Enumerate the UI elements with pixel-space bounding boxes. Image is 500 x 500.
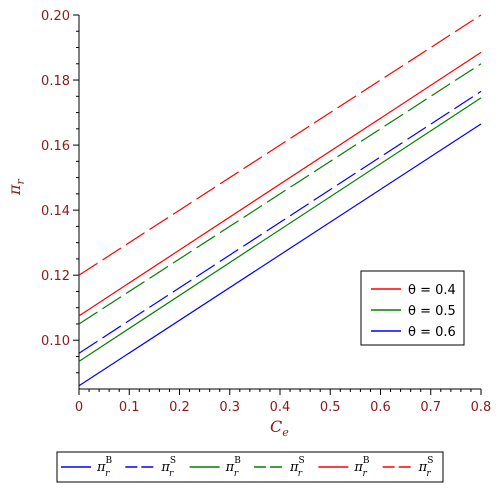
series-lines	[78, 14, 482, 387]
series-line-B-theta-0.6	[78, 123, 482, 387]
axes: 0 0.1 0.2 0.3 0.4 0.5 0.6 0.7 0.8 0.10 0.12 0.14 0.1…	[41, 9, 491, 415]
series-legend-label: πB r	[225, 456, 242, 479]
series-line-S-theta-0.5	[78, 63, 482, 325]
x-tick-label: 0	[75, 400, 83, 415]
series-legend: πB r πS r πB r πS r πB r πS r	[56, 451, 444, 483]
y-tick-label: 0.16	[41, 139, 70, 154]
x-tick-label: 0.3	[219, 400, 240, 415]
series-legend-box	[56, 451, 444, 483]
y-tick-label: 0.20	[41, 9, 70, 24]
series-legend-label: πS r	[160, 456, 176, 479]
theta-legend-box	[360, 270, 465, 346]
theta-legend: θ = 0.4 θ = 0.5 θ = 0.6	[360, 270, 465, 346]
series-legend-label: πB r	[96, 456, 113, 479]
series-legend-label: πS r	[418, 456, 434, 479]
y-tick-label: 0.18	[41, 74, 70, 89]
theta-legend-label: θ = 0.6	[408, 325, 456, 340]
series-line-S-theta-0.4	[78, 14, 482, 276]
x-tick-label: 0.1	[119, 400, 140, 415]
y-tick-label: 0.12	[41, 269, 70, 284]
y-tick-label: 0.14	[41, 204, 70, 219]
x-tick-label: 0.6	[370, 400, 391, 415]
x-tick-label: 0.4	[270, 400, 291, 415]
y-axis-title: πr	[5, 178, 27, 196]
series-line-S-theta-0.6	[78, 90, 482, 354]
series-line-B-theta-0.4	[78, 51, 482, 317]
x-tick-label: 0.5	[320, 400, 341, 415]
series-legend-label: πB r	[353, 456, 370, 479]
x-axis-title: Ce	[270, 417, 289, 439]
series-line-B-theta-0.5	[78, 97, 482, 362]
theta-legend-label: θ = 0.5	[408, 304, 456, 319]
x-tick-label: 0.2	[169, 400, 190, 415]
x-tick-label: 0.8	[471, 400, 492, 415]
series-legend-label: πS r	[289, 456, 305, 479]
x-tick-label: 0.7	[420, 400, 441, 415]
axis-labels: Ce πr	[5, 178, 289, 439]
theta-legend-label: θ = 0.4	[408, 283, 456, 298]
y-tick-label: 0.10	[41, 334, 70, 349]
